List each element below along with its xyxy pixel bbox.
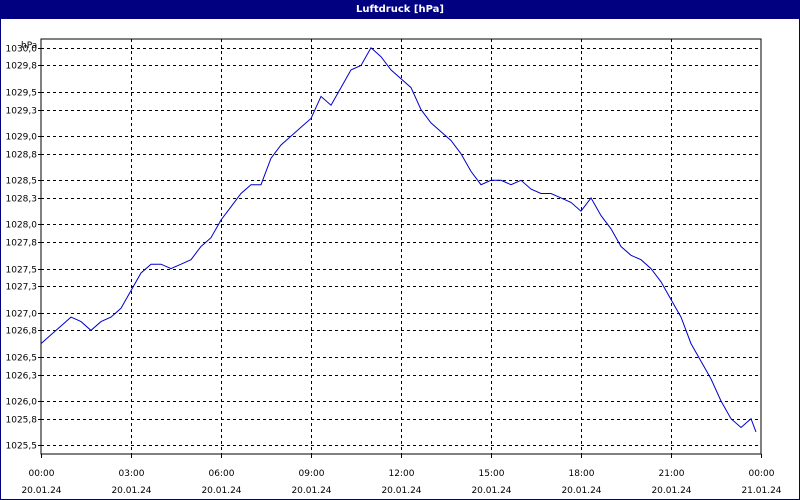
x-tick-time-label: 06:00 <box>209 469 235 479</box>
x-tick-date-label: 20.01.24 <box>291 486 331 496</box>
y-tick-label: 1030,0 <box>6 45 38 55</box>
y-tick-label: 1027,8 <box>6 239 38 249</box>
x-tick-date-label: 20.01.24 <box>561 486 601 496</box>
y-tick-label: 1027,3 <box>6 283 38 293</box>
x-tick-date-label: 20.01.24 <box>111 486 151 496</box>
grid-lines <box>41 39 761 454</box>
y-tick-label: 1027,5 <box>6 266 38 276</box>
x-tick-time-label: 09:00 <box>299 469 325 479</box>
y-tick-label: 1028,5 <box>6 177 38 187</box>
y-tick-label: 1029,0 <box>6 133 38 143</box>
series-line <box>40 47 757 433</box>
y-tick-label: 1025,5 <box>6 442 38 452</box>
y-tick-label: 1028,8 <box>6 151 38 161</box>
plot-area <box>40 38 762 455</box>
y-axis-label: hPa <box>21 41 37 51</box>
x-tick-date-label: 20.01.24 <box>651 486 691 496</box>
y-tick-label: 1029,5 <box>6 89 38 99</box>
x-tick-time-label: 21:00 <box>659 469 685 479</box>
x-tick-date-label: 20.01.24 <box>381 486 421 496</box>
x-tick-time-label: 00:00 <box>749 469 775 479</box>
x-tick-time-label: 03:00 <box>119 469 145 479</box>
y-tick-label: 1028,0 <box>6 221 38 231</box>
x-tick-date-label: 20.01.24 <box>471 486 511 496</box>
x-tick-date-label: 20.01.24 <box>21 486 61 496</box>
x-tick-time-label: 00:00 <box>29 469 55 479</box>
x-tick-time-label: 15:00 <box>479 469 505 479</box>
y-tick-label: 1025,8 <box>6 416 38 426</box>
chart-title: Luftdruck [hPa] <box>1 1 799 19</box>
y-tick-label: 1026,3 <box>6 372 38 382</box>
x-axis-ticks: 00:00 20.01.24 03:00 20.01.24 06:00 20.01.24 0… <box>21 454 782 496</box>
x-tick-time-label: 18:00 <box>569 469 595 479</box>
x-tick-date-label: 20.01.24 <box>201 486 241 496</box>
y-axis-ticks: 1025,5 1025,8 1026,0 1026,3 1026,5 1026,8 1027… <box>6 45 41 452</box>
x-tick-time-label: 12:00 <box>389 469 415 479</box>
y-tick-label: 1026,8 <box>6 327 38 337</box>
y-tick-label: 1026,5 <box>6 354 38 364</box>
y-tick-label: 1029,3 <box>6 107 38 117</box>
y-tick-label: 1028,3 <box>6 195 38 205</box>
y-tick-label: 1026,0 <box>6 398 38 408</box>
y-tick-label: 1029,8 <box>6 62 38 72</box>
y-tick-label: 1027,0 <box>6 310 38 320</box>
x-tick-date-label: 21.01.24 <box>741 486 781 496</box>
